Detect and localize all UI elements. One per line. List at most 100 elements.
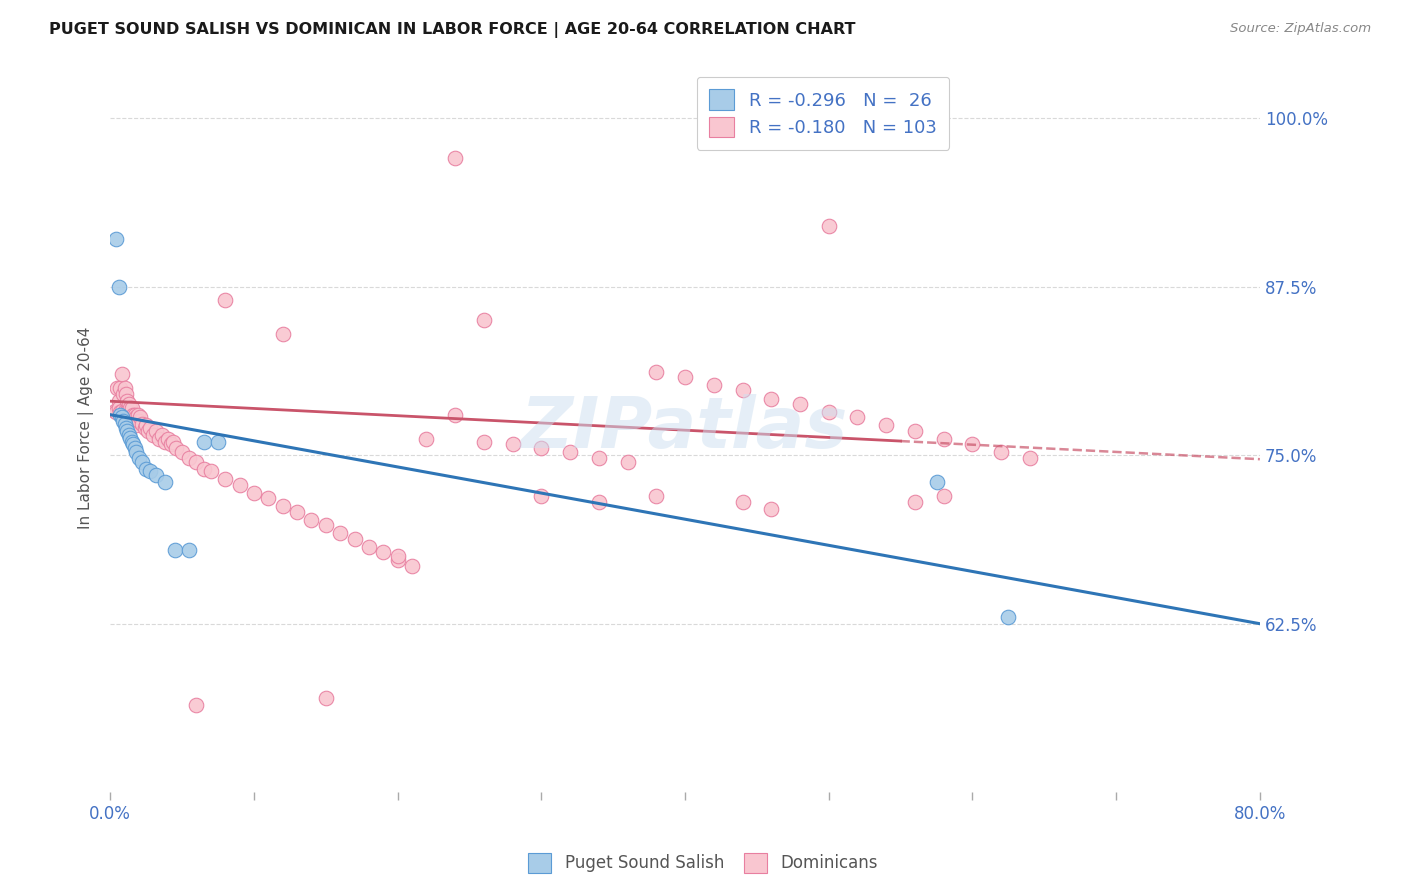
Point — [163, 542, 186, 557]
Point — [121, 401, 143, 415]
Point — [558, 445, 581, 459]
Text: Source: ZipAtlas.com: Source: ZipAtlas.com — [1230, 22, 1371, 36]
Point — [104, 405, 127, 419]
Point — [159, 437, 181, 451]
Point — [122, 437, 145, 451]
Point — [115, 387, 138, 401]
Point — [444, 408, 467, 422]
Point — [731, 384, 754, 398]
Point — [387, 553, 409, 567]
Point — [125, 418, 148, 433]
Point — [444, 152, 467, 166]
Point — [121, 434, 143, 449]
Point — [588, 495, 610, 509]
Point — [932, 489, 955, 503]
Point — [315, 518, 337, 533]
Legend: R = -0.296   N =  26, R = -0.180   N = 103: R = -0.296 N = 26, R = -0.180 N = 103 — [696, 77, 949, 150]
Point — [115, 421, 138, 435]
Point — [962, 437, 984, 451]
Point — [817, 219, 839, 233]
Point — [127, 408, 149, 422]
Point — [117, 403, 139, 417]
Point — [472, 313, 495, 327]
Point — [285, 505, 308, 519]
Point — [193, 461, 215, 475]
Point — [990, 445, 1012, 459]
Point — [111, 403, 134, 417]
Point — [162, 434, 184, 449]
Point — [117, 394, 139, 409]
Point — [110, 408, 132, 422]
Point — [118, 397, 141, 411]
Point — [121, 410, 143, 425]
Point — [104, 232, 127, 246]
Point — [731, 495, 754, 509]
Point — [112, 387, 135, 401]
Point — [789, 397, 811, 411]
Point — [904, 495, 927, 509]
Point — [645, 365, 668, 379]
Point — [107, 381, 129, 395]
Point — [118, 408, 141, 422]
Point — [243, 486, 266, 500]
Point — [112, 408, 135, 422]
Point — [103, 403, 125, 417]
Point — [1019, 450, 1042, 465]
Point — [156, 432, 179, 446]
Point — [207, 434, 229, 449]
Point — [153, 434, 176, 449]
Point — [120, 410, 142, 425]
Point — [315, 690, 337, 705]
Point — [110, 405, 132, 419]
Point — [148, 432, 170, 446]
Point — [145, 424, 167, 438]
Point — [110, 381, 132, 395]
Point — [115, 408, 138, 422]
Point — [530, 489, 553, 503]
Point — [299, 513, 322, 527]
Point — [108, 279, 131, 293]
Point — [179, 450, 201, 465]
Point — [761, 502, 783, 516]
Point — [139, 421, 162, 435]
Point — [131, 455, 153, 469]
Point — [228, 478, 250, 492]
Point — [124, 408, 146, 422]
Point — [387, 549, 409, 564]
Point — [703, 378, 725, 392]
Point — [125, 445, 148, 459]
Point — [153, 475, 176, 489]
Point — [616, 455, 638, 469]
Text: PUGET SOUND SALISH VS DOMINICAN IN LABOR FORCE | AGE 20-64 CORRELATION CHART: PUGET SOUND SALISH VS DOMINICAN IN LABOR… — [49, 22, 856, 38]
Point — [122, 414, 145, 428]
Point — [179, 542, 201, 557]
Point — [135, 418, 157, 433]
Point — [117, 424, 139, 438]
Text: ZIPatlas: ZIPatlas — [522, 393, 849, 463]
Point — [124, 442, 146, 456]
Point — [761, 392, 783, 406]
Point — [150, 428, 173, 442]
Point — [114, 403, 136, 417]
Point — [673, 370, 696, 384]
Point — [112, 414, 135, 428]
Point — [343, 532, 366, 546]
Point — [214, 293, 236, 307]
Point — [145, 468, 167, 483]
Point — [124, 414, 146, 428]
Point — [904, 424, 927, 438]
Point — [932, 432, 955, 446]
Point — [128, 450, 150, 465]
Point — [136, 424, 159, 438]
Point — [817, 405, 839, 419]
Point — [111, 410, 134, 425]
Point — [645, 489, 668, 503]
Point — [925, 475, 948, 489]
Point — [108, 401, 131, 415]
Point — [125, 410, 148, 425]
Point — [271, 326, 294, 341]
Point — [114, 417, 136, 431]
Point — [875, 418, 897, 433]
Point — [131, 417, 153, 431]
Point — [193, 434, 215, 449]
